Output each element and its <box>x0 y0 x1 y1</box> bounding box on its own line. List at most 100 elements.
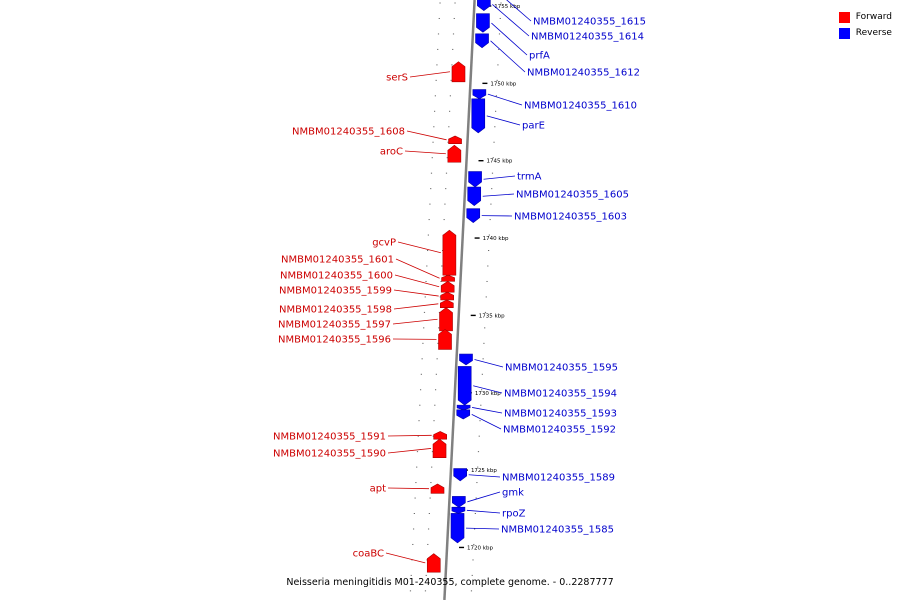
gene-leader-line <box>491 22 528 56</box>
gene-arrow-NMBM01240355_1603[interactable] <box>466 208 481 223</box>
gene-label-NMBM01240355_1603[interactable]: NMBM01240355_1603 <box>514 212 627 223</box>
gene-label-NMBM01240355_1589[interactable]: NMBM01240355_1589 <box>502 473 615 484</box>
gene-leader-line <box>387 448 432 454</box>
gene-leader-line <box>483 175 516 180</box>
gene-label-NMBM01240355_1615[interactable]: NMBM01240355_1615 <box>533 17 646 28</box>
gene-arrow-NMBM01240355_1600[interactable] <box>440 281 455 293</box>
gene-label-gcvP[interactable]: gcvP <box>372 238 396 249</box>
gene-arrow-NMBM01240355_1591[interactable] <box>433 431 447 440</box>
gene-label-NMBM01240355_1601[interactable]: NMBM01240355_1601 <box>281 255 394 266</box>
gene-leader-line <box>466 509 501 514</box>
gene-label-aroC[interactable]: aroC <box>380 147 403 158</box>
gene-leader-line <box>392 318 438 325</box>
gene-features: NMBM01240355_1615 NMBM01240355_1614 prfA NM… <box>273 0 646 573</box>
gene-label-parE[interactable]: parE <box>522 121 545 132</box>
gene-label-NMBM01240355_1598[interactable]: NMBM01240355_1598 <box>279 305 392 316</box>
gene-label-NMBM01240355_1590[interactable]: NMBM01240355_1590 <box>273 449 386 460</box>
gene-label-NMBM01240355_1612[interactable]: NMBM01240355_1612 <box>527 68 640 79</box>
gene-arrow-NMBM01240355_1599[interactable] <box>440 291 454 301</box>
genome-backbone <box>443 0 476 600</box>
gene-arrow-NMBM01240355_1598[interactable] <box>440 299 454 308</box>
gene-arrow-NMBM01240355_1608[interactable] <box>448 135 462 144</box>
gene-leader-line <box>393 303 439 310</box>
gene-label-NMBM01240355_1595[interactable]: NMBM01240355_1595 <box>505 363 618 374</box>
gene-leader-line <box>490 40 526 73</box>
gene-leader-line <box>385 552 426 564</box>
gene-leader-line <box>466 527 500 530</box>
gene-label-NMBM01240355_1596[interactable]: NMBM01240355_1596 <box>278 335 391 346</box>
gene-arrow-serS[interactable] <box>451 61 466 83</box>
gene-label-serS[interactable]: serS <box>386 73 408 84</box>
forward-swatch <box>838 11 850 23</box>
gene-label-NMBM01240355_1585[interactable]: NMBM01240355_1585 <box>501 525 614 536</box>
gene-arrow-NMBM01240355_1585[interactable] <box>450 513 465 544</box>
gene-arrow-NMBM01240355_1593[interactable] <box>456 404 471 411</box>
gene-leader-line <box>468 474 501 478</box>
gene-arrow-trmA[interactable] <box>468 171 482 188</box>
gene-arrow-rpoZ[interactable] <box>451 506 466 514</box>
gene-arrow-NMBM01240355_1594[interactable] <box>457 366 472 406</box>
gene-leader-line <box>482 193 515 197</box>
gene-leader-line <box>395 258 440 279</box>
gene-label-trmA[interactable]: trmA <box>517 172 542 183</box>
gene-arrow-gmk[interactable] <box>452 496 466 508</box>
gene-label-NMBM01240355_1600[interactable]: NMBM01240355_1600 <box>280 271 393 282</box>
scale-tick-label: 1750 kbp <box>490 81 516 87</box>
gene-leader-line <box>394 274 440 288</box>
gene-leader-line <box>472 407 503 414</box>
gene-leader-line <box>393 289 439 297</box>
scale-ticks: 1755 kbp 1750 kbp 1745 kbp 1740 kbp 1735 kbp… <box>409 2 521 592</box>
gene-label-coaBC[interactable]: coaBC <box>353 549 384 560</box>
gene-arrow-NMBM01240355_1592[interactable] <box>456 409 471 420</box>
gene-arrow-NMBM01240355_1595[interactable] <box>459 353 473 366</box>
gene-arrow-apt[interactable] <box>430 483 445 494</box>
gene-label-NMBM01240355_1592[interactable]: NMBM01240355_1592 <box>503 425 616 436</box>
gene-arrow-NMBM01240355_1605[interactable] <box>467 186 482 206</box>
gene-arrow-NMBM01240355_1610[interactable] <box>472 89 487 100</box>
gene-leader-line <box>492 4 530 37</box>
legend-forward-label: Forward <box>855 12 892 22</box>
gene-label-NMBM01240355_1608[interactable]: NMBM01240355_1608 <box>292 127 405 138</box>
gene-arrow-coaBC[interactable] <box>426 553 441 573</box>
scale-tick-label: 1730 kbp <box>475 391 501 397</box>
scale-tick-label: 1745 kbp <box>487 159 513 165</box>
gene-arrow-aroC[interactable] <box>447 144 462 163</box>
gene-leader-line <box>471 414 502 430</box>
gene-label-NMBM01240355_1610[interactable]: NMBM01240355_1610 <box>524 101 637 112</box>
gene-label-apt[interactable]: apt <box>370 484 386 495</box>
gene-arrow-NMBM01240355_1614[interactable] <box>477 0 491 12</box>
gene-arrow-parE[interactable] <box>471 98 486 134</box>
gene-label-NMBM01240355_1614[interactable]: NMBM01240355_1614 <box>531 32 644 43</box>
gene-arrow-prfA[interactable] <box>476 13 490 33</box>
gene-leader-line <box>387 434 432 437</box>
gene-label-NMBM01240355_1591[interactable]: NMBM01240355_1591 <box>273 432 386 443</box>
gene-leader-line <box>467 491 501 503</box>
gene-leader-line <box>474 359 504 368</box>
gene-label-rpoZ[interactable]: rpoZ <box>502 509 526 520</box>
gene-label-NMBM01240355_1597[interactable]: NMBM01240355_1597 <box>278 320 391 331</box>
gene-arrow-NMBM01240355_1597[interactable] <box>439 307 453 332</box>
gene-leader-line <box>404 150 446 155</box>
legend-reverse-label: Reverse <box>855 28 892 38</box>
gene-arrow-NMBM01240355_1596[interactable] <box>438 328 452 350</box>
gene-arrow-NMBM01240355_1589[interactable] <box>453 468 468 482</box>
gene-label-gmk[interactable]: gmk <box>502 488 524 499</box>
gene-leader-line <box>506 0 532 22</box>
gene-label-NMBM01240355_1594[interactable]: NMBM01240355_1594 <box>504 389 617 400</box>
gene-leader-line <box>486 115 521 126</box>
gene-arrow-NMBM01240355_1601[interactable] <box>441 274 455 282</box>
gene-label-NMBM01240355_1599[interactable]: NMBM01240355_1599 <box>279 286 392 297</box>
gene-label-NMBM01240355_1605[interactable]: NMBM01240355_1605 <box>516 190 629 201</box>
gene-arrow-NMBM01240355_1612[interactable] <box>475 33 489 49</box>
gene-arrow-NMBM01240355_1590[interactable] <box>432 438 447 459</box>
map-caption: Neisseria meningitidis M01-240355, compl… <box>286 577 614 588</box>
gene-leader-line <box>387 487 430 490</box>
gene-label-NMBM01240355_1593[interactable]: NMBM01240355_1593 <box>504 409 617 420</box>
gene-label-prfA[interactable]: prfA <box>529 51 550 62</box>
gene-arrow-gcvP[interactable] <box>442 229 457 276</box>
scale-tick-label: 1740 kbp <box>483 236 509 242</box>
scale-tick-label: 1735 kbp <box>479 313 505 319</box>
gene-leader-line <box>406 130 447 141</box>
gene-leader-line <box>397 241 441 254</box>
scale-tick-label: 1720 kbp <box>467 545 493 551</box>
